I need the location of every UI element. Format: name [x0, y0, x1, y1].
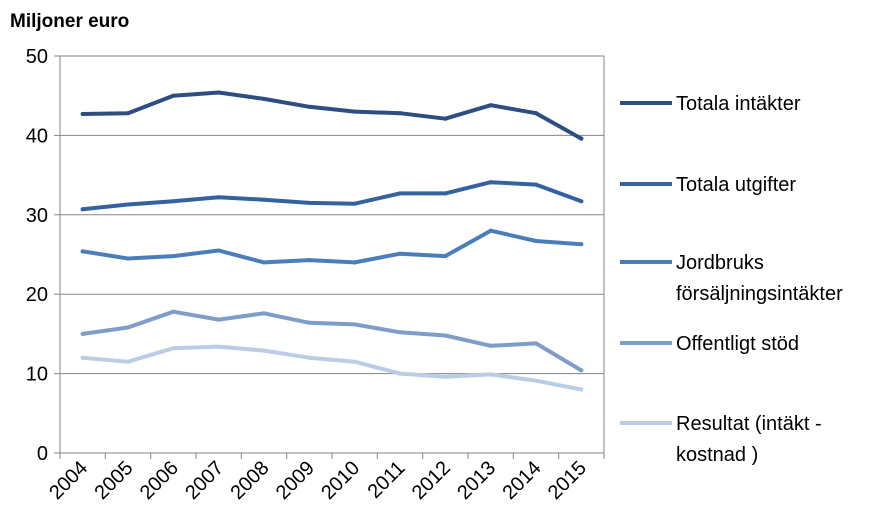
legend-label: Offentligt stöd	[676, 333, 799, 355]
data-point	[262, 311, 266, 316]
x-tick-label: 2015	[544, 457, 591, 504]
data-point	[398, 191, 402, 196]
data-point	[307, 104, 312, 109]
data-point	[262, 197, 266, 202]
legend-label: försäljningsintäkter	[676, 283, 843, 305]
y-tick-label: 40	[26, 125, 48, 147]
data-point	[579, 387, 584, 392]
legend-label: Resultat (intäkt -	[676, 413, 822, 435]
data-point	[488, 372, 493, 377]
data-point	[126, 256, 130, 261]
data-point	[171, 346, 176, 351]
data-point	[171, 254, 176, 259]
data-point	[126, 325, 130, 330]
data-point	[488, 343, 493, 348]
data-point	[216, 195, 221, 200]
data-point	[579, 136, 584, 141]
data-point	[171, 199, 176, 204]
data-point	[488, 103, 493, 108]
legend-label: Totala intäkter	[676, 93, 801, 115]
data-point	[352, 109, 357, 114]
data-point	[443, 254, 448, 259]
x-tick-label: 2013	[453, 457, 500, 504]
data-point	[307, 320, 312, 325]
data-point	[398, 111, 402, 116]
data-point	[126, 202, 130, 207]
data-point	[352, 359, 357, 364]
data-point	[80, 249, 85, 254]
data-point	[126, 359, 130, 364]
y-tick-label: 0	[37, 443, 48, 465]
y-axis: 0 10 20 30 40 50	[26, 46, 60, 465]
data-point	[398, 251, 402, 256]
y-tick-label: 30	[26, 205, 48, 227]
x-tick-label: 2011	[364, 457, 410, 503]
data-point	[126, 111, 130, 116]
data-point	[398, 371, 402, 376]
series-line-4	[80, 309, 584, 373]
data-point	[171, 93, 176, 98]
x-tick-label: 2004	[45, 457, 92, 504]
data-point	[534, 378, 538, 383]
data-point	[80, 207, 85, 212]
data-point	[534, 111, 538, 116]
legend-label: Jordbruks	[676, 252, 764, 274]
series-lines	[80, 90, 584, 392]
data-point	[307, 258, 312, 263]
gridlines	[60, 134, 604, 375]
data-point	[352, 201, 357, 206]
data-point	[534, 239, 538, 244]
data-point	[443, 191, 448, 196]
y-tick-label: 50	[26, 46, 48, 68]
x-tick-label: 2014	[499, 457, 546, 504]
data-point	[443, 374, 448, 379]
data-point	[579, 199, 584, 204]
x-tick-label: 2010	[317, 457, 364, 504]
plot-area	[59, 55, 605, 454]
data-point	[579, 368, 584, 373]
data-point	[352, 322, 357, 327]
data-point	[262, 96, 266, 101]
data-point	[80, 355, 85, 360]
x-tick-label: 2007	[181, 457, 228, 504]
data-point	[488, 228, 493, 233]
y-unit-label: Miljoner euro	[10, 11, 129, 32]
series-line-2	[80, 180, 584, 212]
x-tick-label: 2005	[91, 457, 138, 504]
legend-label: kostnad )	[676, 444, 758, 466]
data-point	[534, 182, 538, 187]
data-point	[80, 331, 85, 336]
data-point	[443, 116, 448, 121]
data-point	[307, 355, 312, 360]
data-point	[216, 90, 221, 95]
data-point	[579, 242, 584, 247]
x-tick-label: 2009	[272, 457, 319, 504]
data-point	[262, 260, 266, 265]
series-line-3	[80, 228, 584, 265]
data-point	[352, 260, 357, 265]
data-point	[216, 344, 221, 349]
y-tick-label: 10	[26, 364, 48, 386]
data-point	[443, 333, 448, 338]
data-point	[398, 330, 402, 335]
data-point	[534, 341, 538, 346]
data-point	[262, 348, 266, 353]
data-point	[171, 309, 176, 314]
series-line-1	[80, 90, 584, 141]
legend-label: Totala utgifter	[676, 174, 796, 196]
data-point	[80, 111, 85, 116]
x-tick-label: 2008	[227, 457, 274, 504]
y-tick-label: 20	[26, 284, 48, 306]
data-point	[488, 180, 493, 185]
x-tick-label: 2006	[136, 457, 183, 504]
data-point	[216, 248, 221, 253]
series-line-5	[80, 344, 584, 392]
x-tick-label: 2012	[408, 457, 455, 504]
data-point	[216, 317, 221, 322]
data-point	[307, 200, 312, 205]
legend: Totala intäkter Totala utgifter Jordbruks f…	[620, 93, 843, 466]
